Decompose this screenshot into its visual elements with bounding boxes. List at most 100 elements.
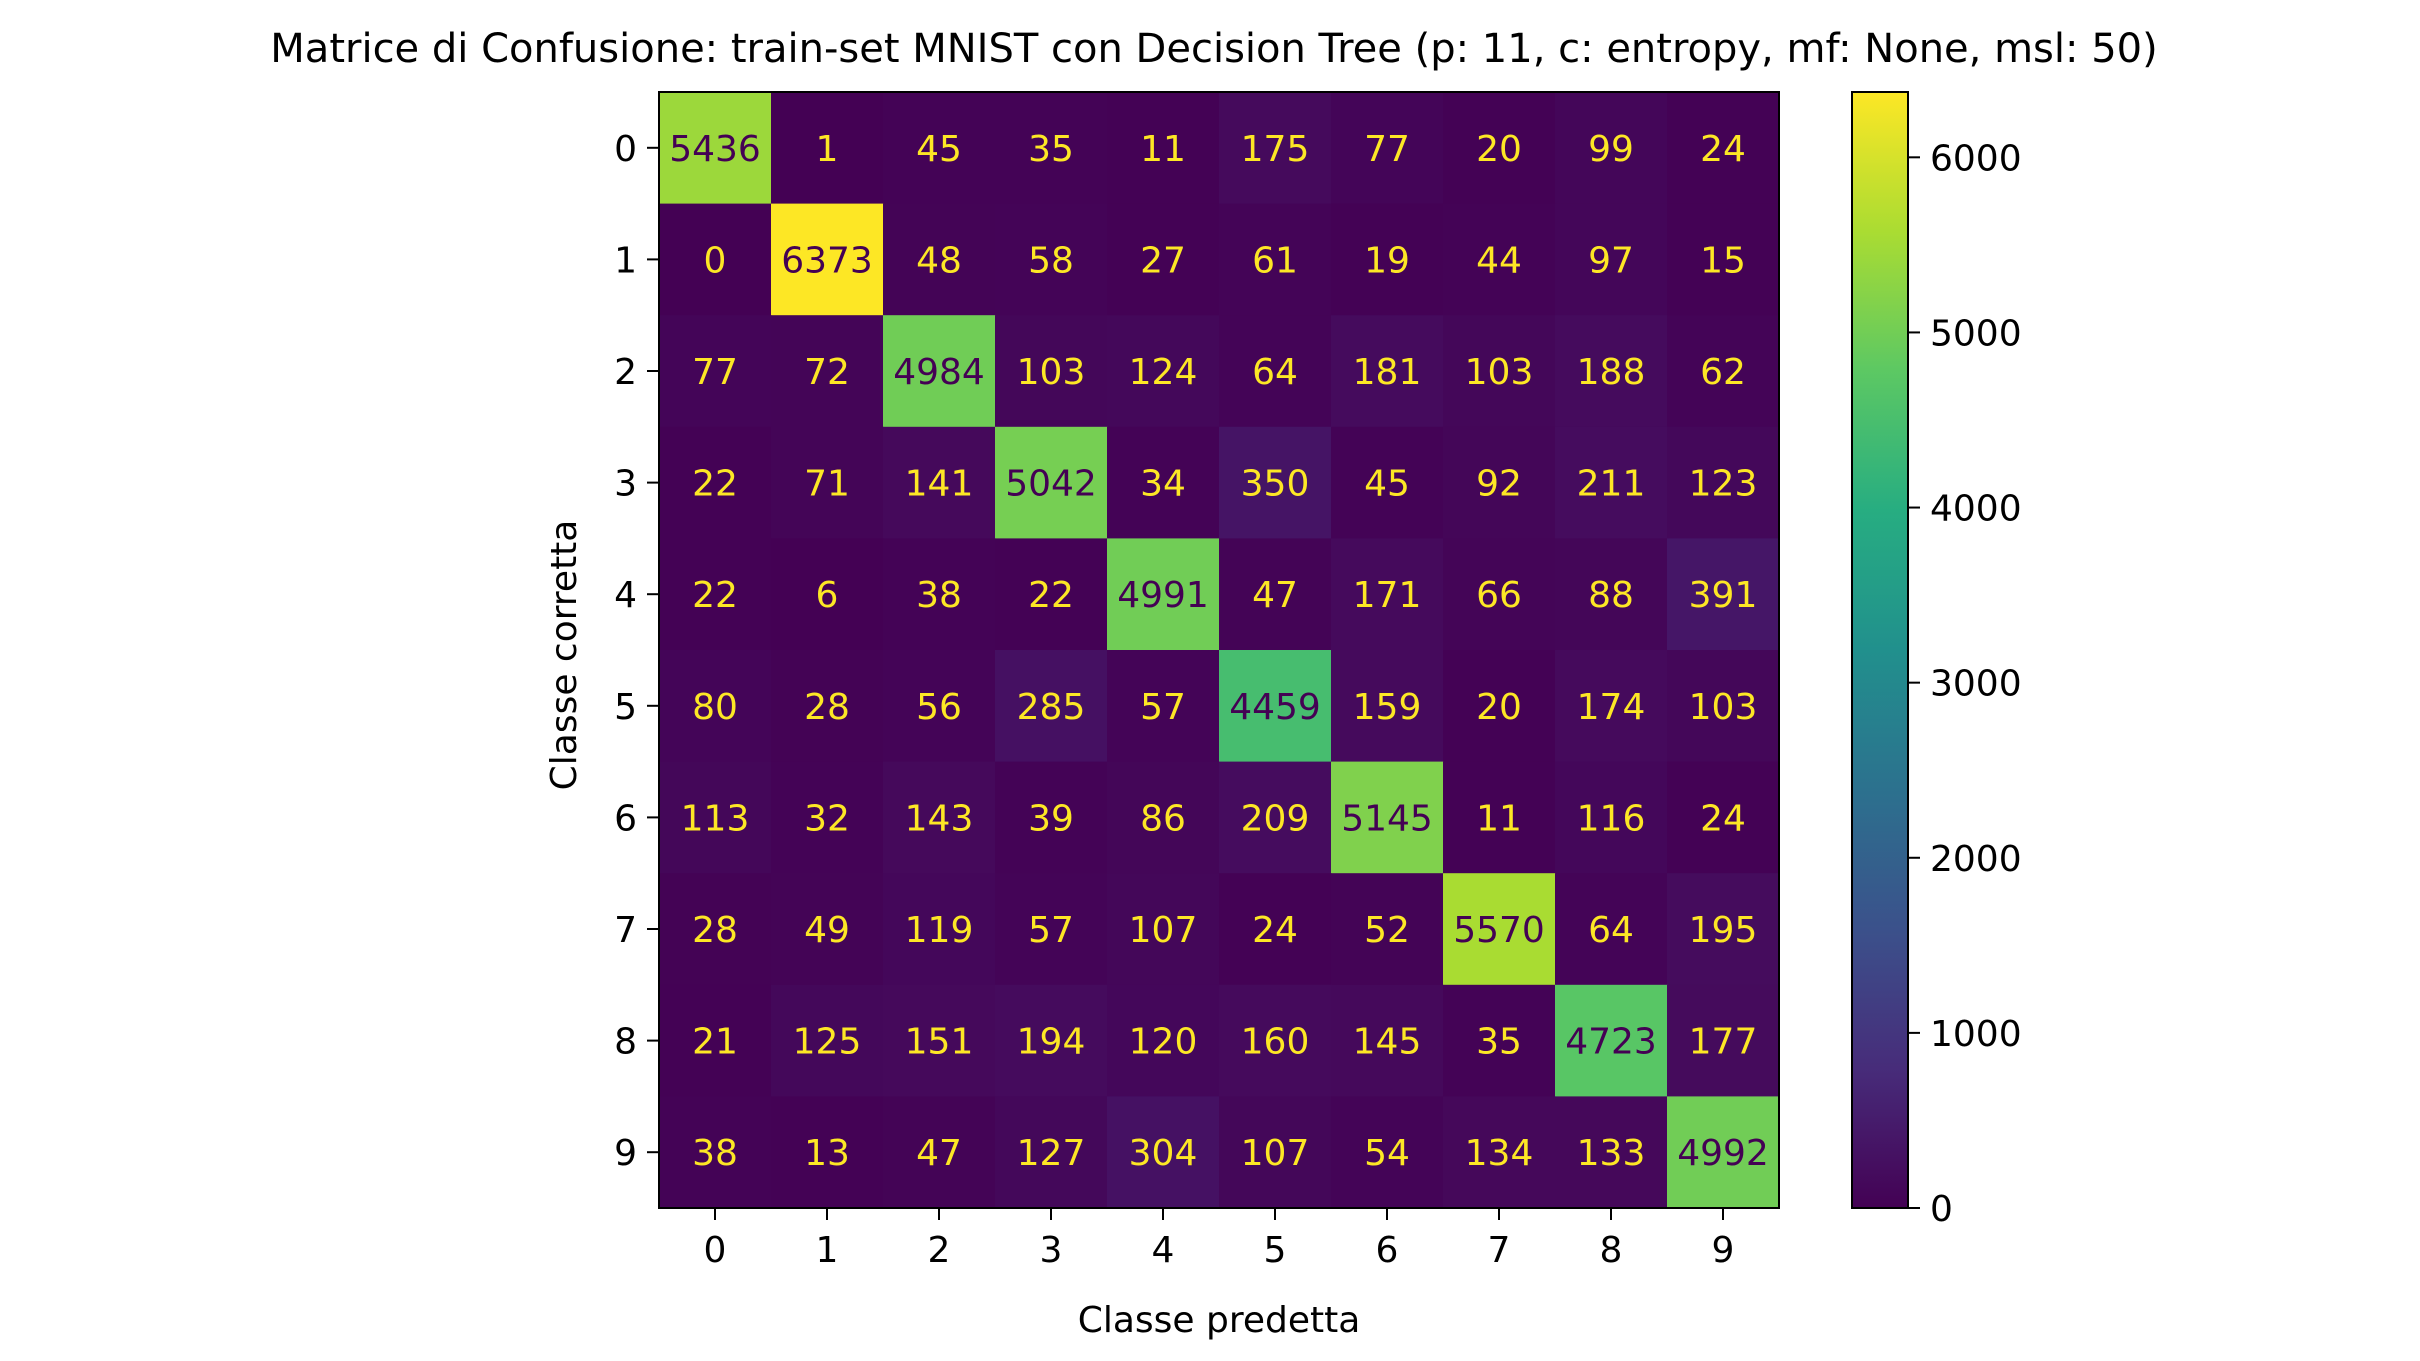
heatmap-cell xyxy=(1107,984,1220,1097)
heatmap-cell xyxy=(1443,426,1556,539)
cell-value-label: 57 xyxy=(1140,687,1186,728)
heatmap-cell xyxy=(995,1096,1108,1209)
cell-value-label: 35 xyxy=(1476,1022,1522,1063)
cell-value-label: 77 xyxy=(1364,129,1410,170)
heatmap-cell xyxy=(995,92,1108,205)
cell-value-label: 103 xyxy=(1465,352,1534,393)
heatmap-cell xyxy=(1107,315,1220,428)
cell-value-label: 6373 xyxy=(781,240,873,281)
cell-value-label: 285 xyxy=(1017,687,1086,728)
heatmap-cell xyxy=(883,650,996,763)
cell-value-label: 45 xyxy=(916,129,962,170)
heatmap-cell xyxy=(1331,984,1444,1097)
heatmap-cell xyxy=(995,538,1108,651)
heatmap-cell xyxy=(1667,426,1780,539)
heatmap-cell xyxy=(1331,761,1444,874)
heatmap-cell xyxy=(1331,203,1444,316)
heatmap-cell xyxy=(1331,538,1444,651)
cell-value-label: 209 xyxy=(1241,798,1310,839)
cell-value-label: 52 xyxy=(1364,910,1410,951)
x-tick-label: 4 xyxy=(1152,1230,1175,1271)
cell-value-label: 0 xyxy=(704,240,727,281)
heatmap-cell xyxy=(771,1096,884,1209)
cell-value-label: 123 xyxy=(1689,464,1758,505)
cell-value-label: 151 xyxy=(905,1022,974,1063)
cell-value-label: 22 xyxy=(692,464,738,505)
cell-value-label: 350 xyxy=(1241,464,1310,505)
cell-value-label: 92 xyxy=(1476,464,1522,505)
heatmap-cell xyxy=(883,315,996,428)
heatmap-cell xyxy=(771,984,884,1097)
cell-value-label: 11 xyxy=(1476,798,1522,839)
cell-value-label: 195 xyxy=(1689,910,1758,951)
heatmap-cell xyxy=(1555,538,1668,651)
colorbar xyxy=(1851,91,1909,1209)
heatmap-cell xyxy=(1667,92,1780,205)
cell-value-label: 64 xyxy=(1588,910,1634,951)
heatmap-cell xyxy=(1107,650,1220,763)
cell-value-label: 5436 xyxy=(669,129,761,170)
cell-value-label: 159 xyxy=(1353,687,1422,728)
heatmap-cell xyxy=(1667,203,1780,316)
cell-value-label: 103 xyxy=(1017,352,1086,393)
x-tick-label: 1 xyxy=(816,1230,839,1271)
heatmap-cell xyxy=(1331,873,1444,986)
heatmap-cell xyxy=(995,650,1108,763)
cell-value-label: 86 xyxy=(1140,798,1186,839)
heatmap-cell xyxy=(1667,650,1780,763)
cell-value-label: 72 xyxy=(804,352,850,393)
heatmap-cell xyxy=(1667,1096,1780,1209)
heatmap-cell xyxy=(1107,761,1220,874)
cell-value-label: 5042 xyxy=(1005,464,1097,505)
cell-value-label: 15 xyxy=(1700,240,1746,281)
heatmap-cell xyxy=(1667,538,1780,651)
heatmap-cell xyxy=(883,873,996,986)
y-axis-ticks: 0 1 2 3 4 5 6 7 8 9 xyxy=(614,129,659,1174)
x-tick-label: 8 xyxy=(1600,1230,1623,1271)
cell-value-label: 4723 xyxy=(1565,1022,1657,1063)
heatmap-cells xyxy=(659,92,1780,1209)
heatmap-cell xyxy=(771,650,884,763)
cell-value-label: 391 xyxy=(1689,575,1758,616)
cell-value-label: 77 xyxy=(692,352,738,393)
cell-value-label: 4984 xyxy=(893,352,985,393)
cell-value-label: 143 xyxy=(905,798,974,839)
cell-value-label: 45 xyxy=(1364,464,1410,505)
heatmap-cell xyxy=(1555,426,1668,539)
heatmap-cell xyxy=(1331,1096,1444,1209)
y-tick-label: 8 xyxy=(614,1022,637,1063)
heatmap-cell xyxy=(771,538,884,651)
heatmap-cell xyxy=(1667,873,1780,986)
y-tick-label: 3 xyxy=(614,464,637,505)
x-tick-label: 3 xyxy=(1040,1230,1063,1271)
heatmap-cell xyxy=(659,426,772,539)
y-axis-label: Classe corretta xyxy=(544,520,585,791)
heatmap-cell xyxy=(1107,538,1220,651)
x-axis-label: Classe predetta xyxy=(1078,1300,1361,1341)
heatmap-cell xyxy=(1219,92,1332,205)
cell-value-label: 103 xyxy=(1689,687,1758,728)
cell-value-label: 119 xyxy=(905,910,974,951)
colorbar-ticks: 0 1000 2000 3000 4000 5000 6000 xyxy=(1908,138,2022,1230)
cell-value-label: 134 xyxy=(1465,1133,1534,1174)
heatmap-cell xyxy=(1443,92,1556,205)
cell-value-label: 113 xyxy=(681,798,750,839)
heatmap-cell xyxy=(883,203,996,316)
heatmap-cell xyxy=(1219,1096,1332,1209)
y-tick-label: 5 xyxy=(614,687,637,728)
cell-value-label: 49 xyxy=(804,910,850,951)
x-tick-label: 6 xyxy=(1376,1230,1399,1271)
heatmap-cell xyxy=(771,203,884,316)
cell-value-label: 4992 xyxy=(1677,1133,1769,1174)
heatmap-cell xyxy=(1219,761,1332,874)
cell-value-label: 1 xyxy=(816,129,839,170)
cell-value-label: 141 xyxy=(905,464,974,505)
cell-value-label: 133 xyxy=(1577,1133,1646,1174)
cell-value-label: 21 xyxy=(692,1022,738,1063)
heatmap-cell xyxy=(1555,315,1668,428)
heatmap-cell xyxy=(1443,538,1556,651)
plot-frame xyxy=(658,91,1780,1209)
x-tick-label: 7 xyxy=(1488,1230,1511,1271)
heatmap-cell xyxy=(659,315,772,428)
